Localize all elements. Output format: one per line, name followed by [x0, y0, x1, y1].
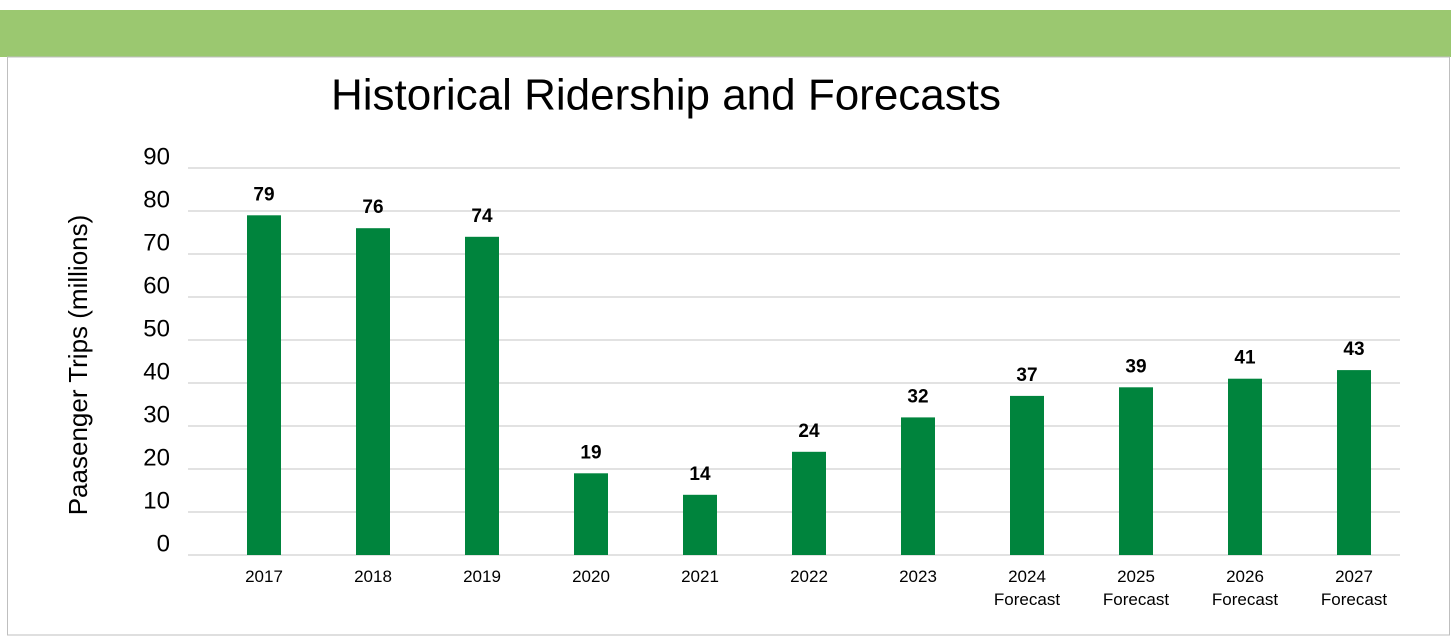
data-label: 32: [907, 386, 928, 407]
y-tick-label: 10: [143, 487, 170, 514]
frame: [7, 56, 1450, 636]
y-axis-label: Paasenger Trips (millions): [63, 215, 93, 516]
bar: [901, 417, 935, 555]
data-label: 19: [580, 442, 601, 463]
y-tick-label: 30: [143, 401, 170, 428]
bar: [683, 494, 717, 555]
y-tick-label: 70: [143, 229, 170, 256]
y-tick-label: 90: [143, 143, 170, 170]
bar: [465, 236, 499, 556]
x-tick-label: 2019: [463, 567, 501, 586]
data-label: 76: [362, 197, 383, 218]
x-tick-label: 2020: [572, 567, 610, 586]
x-tick-label: 2017: [245, 567, 283, 586]
x-tick-label: 2027 Forecast: [1321, 567, 1387, 609]
data-label: 14: [689, 464, 711, 485]
y-tick-label: 20: [143, 444, 170, 471]
bar: [1337, 370, 1371, 555]
x-tick-label: 2021: [681, 567, 719, 586]
y-tick-label: 40: [143, 358, 170, 385]
x-tick-label: 2018: [354, 567, 392, 586]
x-tick-label: 2022: [790, 567, 828, 586]
bar: [1228, 378, 1262, 555]
y-tick-label: 0: [157, 530, 170, 557]
data-label: 74: [471, 206, 493, 227]
bar: [356, 228, 390, 555]
x-tick-label: 2023: [899, 567, 937, 586]
chart-title: Historical Ridership and Forecasts: [331, 71, 1001, 120]
data-label: 43: [1343, 339, 1364, 360]
bar: [1119, 387, 1153, 555]
bar: [247, 215, 281, 556]
y-tick-label: 60: [143, 272, 170, 299]
x-tick-label: 2026 Forecast: [1212, 567, 1278, 609]
header-band: [0, 10, 1451, 57]
x-tick-label: 2025 Forecast: [1103, 567, 1169, 609]
data-label: 41: [1234, 348, 1256, 369]
bar: [574, 473, 608, 555]
bar: [1010, 395, 1044, 555]
bar: [792, 451, 826, 555]
data-label: 24: [798, 421, 820, 442]
y-tick-label: 80: [143, 186, 170, 213]
y-tick-label: 50: [143, 315, 170, 342]
x-tick-label: 2024 Forecast: [994, 567, 1060, 609]
data-label: 37: [1016, 365, 1037, 386]
data-label: 79: [253, 184, 274, 205]
data-label: 39: [1125, 356, 1146, 377]
